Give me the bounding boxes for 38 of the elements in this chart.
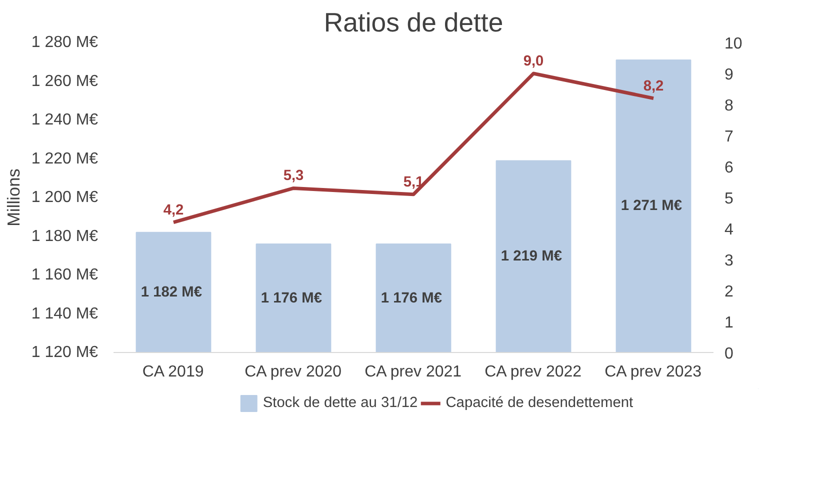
y2-tick-label: 9 <box>724 66 734 84</box>
x-tick-label: CA prev 2020 <box>244 364 342 380</box>
legend-label: Stock de dette au 31/12 <box>262 395 418 411</box>
data-label: 1 176 M€ <box>260 290 322 306</box>
y2-tick-label: 10 <box>724 36 742 52</box>
x-tick-label: CA prev 2022 <box>484 364 582 380</box>
data-label: 8,2 <box>643 78 664 94</box>
data-label: 4,2 <box>163 202 184 218</box>
y-tick-label: 1 220 M€ <box>31 150 98 168</box>
y2-tick-label: 7 <box>724 128 734 146</box>
y-tick-label: 1 280 M€ <box>31 34 98 51</box>
y-axis-title: Millions <box>3 168 24 226</box>
data-label: 1 219 M€ <box>500 248 562 265</box>
data-label: 5,3 <box>283 168 304 184</box>
x-tick-label: CA prev 2021 <box>364 364 462 380</box>
x-tick-label: CA 2019 <box>142 364 204 380</box>
x-tick-label: CA prev 2023 <box>604 364 702 380</box>
y-tick-label: 1 200 M€ <box>31 189 98 206</box>
legend-label: Capacité de desendettement <box>446 395 634 411</box>
y-tick-label: 1 120 M€ <box>31 344 98 361</box>
y-tick-label: 1 180 M€ <box>31 228 98 245</box>
data-label: 9,0 <box>523 54 544 70</box>
y-tick-label: 1 160 M€ <box>31 266 98 284</box>
chart-title: Ratios de dette <box>324 8 504 38</box>
y-tick-label: 1 240 M€ <box>31 112 98 128</box>
y-tick-label: 1 140 M€ <box>31 305 98 322</box>
data-label: 1 176 M€ <box>380 290 442 306</box>
y2-tick-label: 3 <box>724 252 734 270</box>
y2-tick-label: 4 <box>724 222 734 238</box>
y2-tick-label: 6 <box>724 160 734 176</box>
data-label: 1 182 M€ <box>140 284 202 300</box>
y2-tick-label: 8 <box>724 98 734 114</box>
y2-tick-label: 5 <box>724 190 734 208</box>
y2-tick-label: 0 <box>724 346 734 362</box>
y2-tick-label: 2 <box>724 284 734 300</box>
y-tick-label: 1 260 M€ <box>31 72 98 90</box>
data-label: 1 271 M€ <box>620 198 682 214</box>
y2-tick-label: 1 <box>724 314 734 332</box>
